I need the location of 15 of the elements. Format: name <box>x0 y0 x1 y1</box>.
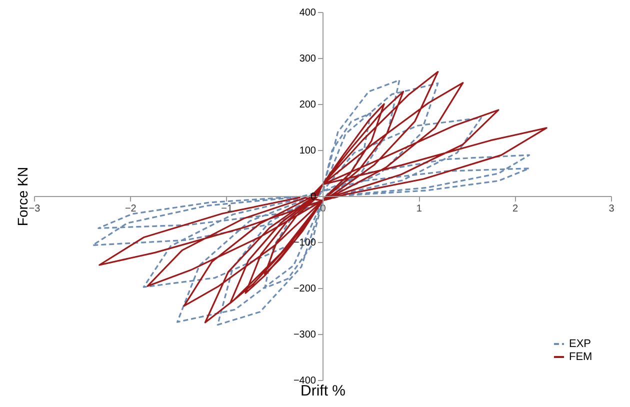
y-tick-label: 100 <box>299 146 316 156</box>
x-tick-label: −3 <box>28 204 41 214</box>
x-tick-label: 1 <box>416 204 422 214</box>
x-tick-label: −2 <box>124 204 137 214</box>
legend-label: EXP <box>569 338 592 350</box>
y-tick-label: −300 <box>293 330 316 340</box>
y-tick-label: 200 <box>299 100 316 110</box>
y-tick-label: 400 <box>299 8 316 18</box>
legend-label: FEM <box>569 351 592 363</box>
x-tick-label: 3 <box>608 204 615 214</box>
y-tick-label: −200 <box>293 284 316 294</box>
y-tick-label: 300 <box>299 54 316 64</box>
x-tick-label: −1 <box>221 204 233 214</box>
y-axis-title: Force KN <box>14 166 30 226</box>
x-tick-label: 2 <box>512 204 519 214</box>
